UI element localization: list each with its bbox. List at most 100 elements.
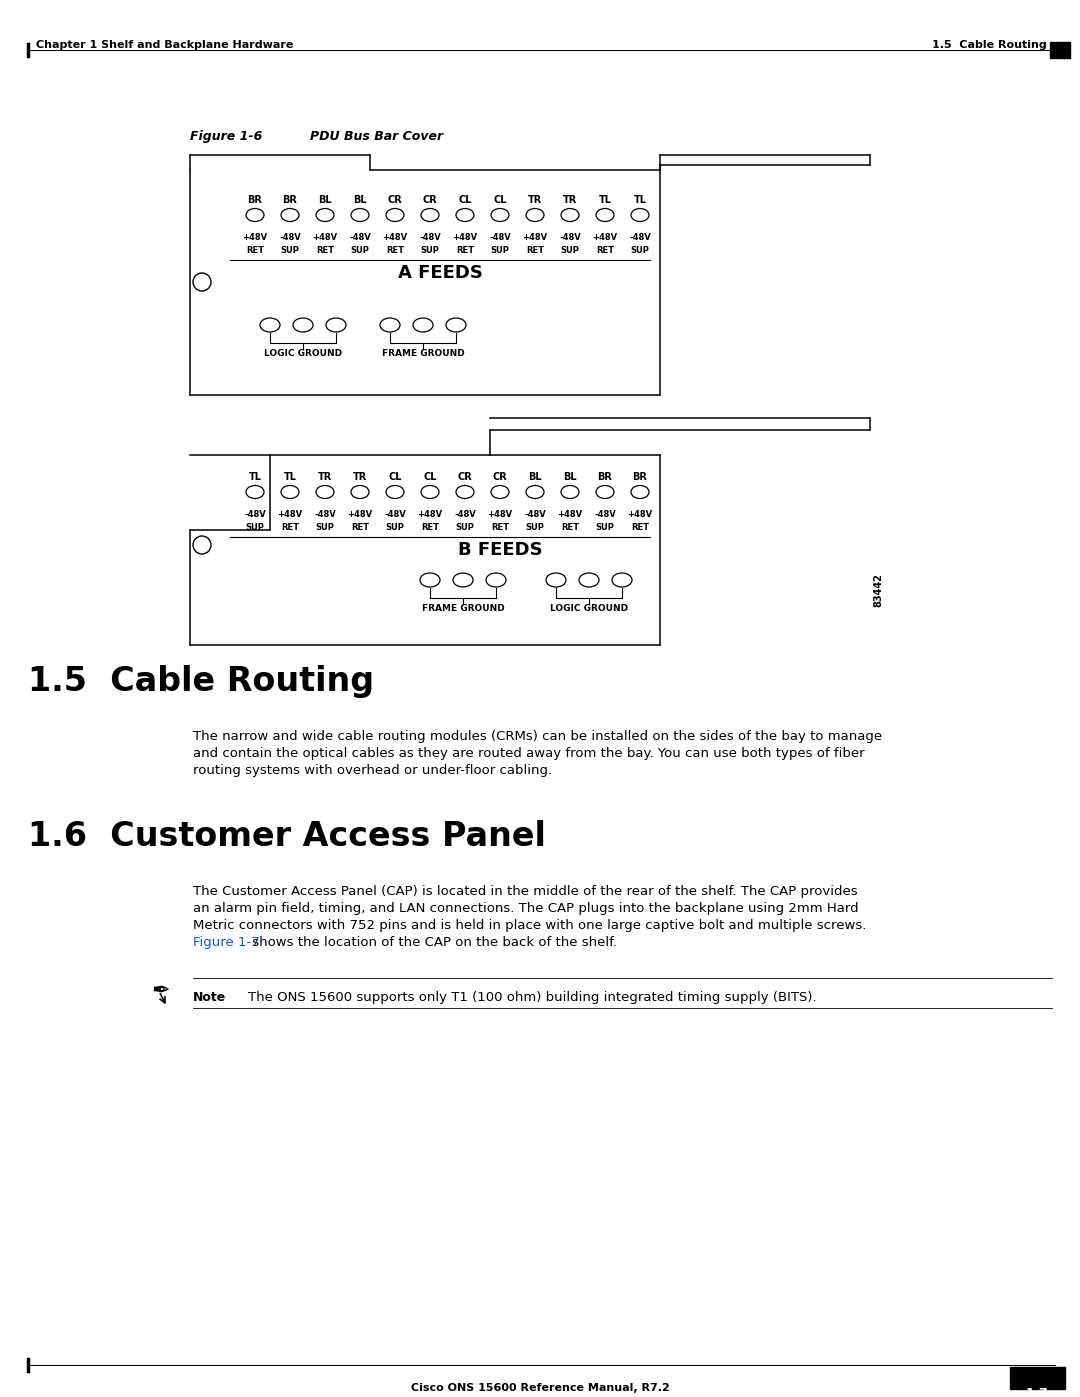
Text: shows the location of the CAP on the back of the shelf.: shows the location of the CAP on the bac… — [248, 936, 617, 949]
Text: The ONS 15600 supports only T1 (100 ohm) building integrated timing supply (BITS: The ONS 15600 supports only T1 (100 ohm)… — [248, 990, 816, 1004]
Text: -48V: -48V — [524, 510, 545, 520]
Text: -48V: -48V — [384, 510, 406, 520]
Text: PDU Bus Bar Cover: PDU Bus Bar Cover — [310, 130, 443, 142]
Text: +48V: +48V — [523, 233, 548, 242]
Text: A FEEDS: A FEEDS — [397, 264, 483, 282]
Text: and contain the optical cables as they are routed away from the bay. You can use: and contain the optical cables as they a… — [193, 747, 865, 760]
Text: SUP: SUP — [420, 246, 440, 256]
Text: BR: BR — [633, 472, 647, 482]
Text: B FEEDS: B FEEDS — [458, 541, 542, 559]
Text: -48V: -48V — [244, 510, 266, 520]
Text: SUP: SUP — [561, 246, 580, 256]
Text: SUP: SUP — [526, 522, 544, 532]
Text: Metric connectors with 752 pins and is held in place with one large captive bolt: Metric connectors with 752 pins and is h… — [193, 919, 866, 932]
Text: TL: TL — [248, 472, 261, 482]
Text: +48V: +48V — [312, 233, 338, 242]
Text: FRAME GROUND: FRAME GROUND — [421, 604, 504, 613]
Text: Figure 1-6: Figure 1-6 — [190, 130, 262, 142]
Text: BR: BR — [283, 196, 297, 205]
Text: -48V: -48V — [454, 510, 476, 520]
Text: Cisco ONS 15600 Reference Manual, R7.2: Cisco ONS 15600 Reference Manual, R7.2 — [410, 1383, 670, 1393]
Text: +48V: +48V — [557, 510, 582, 520]
Text: RET: RET — [596, 246, 615, 256]
Text: Figure 1-7: Figure 1-7 — [193, 936, 260, 949]
Text: SUP: SUP — [315, 522, 335, 532]
Text: -48V: -48V — [279, 233, 301, 242]
Text: RET: RET — [316, 246, 334, 256]
Text: RET: RET — [421, 522, 438, 532]
Text: +48V: +48V — [382, 233, 407, 242]
Text: SUP: SUP — [386, 522, 404, 532]
Text: The narrow and wide cable routing modules (CRMs) can be installed on the sides o: The narrow and wide cable routing module… — [193, 731, 882, 743]
Text: CR: CR — [422, 196, 437, 205]
Text: an alarm pin field, timing, and LAN connections. The CAP plugs into the backplan: an alarm pin field, timing, and LAN conn… — [193, 902, 859, 915]
Text: -48V: -48V — [594, 510, 616, 520]
Text: RET: RET — [561, 522, 579, 532]
Text: +48V: +48V — [242, 233, 268, 242]
Text: BL: BL — [528, 472, 542, 482]
Text: 1.5  Cable Routing: 1.5 Cable Routing — [932, 41, 1047, 50]
Bar — [1010, 1368, 1065, 1389]
Text: +48V: +48V — [453, 233, 477, 242]
Text: +48V: +48V — [627, 510, 652, 520]
Text: CR: CR — [492, 472, 508, 482]
Text: +48V: +48V — [278, 510, 302, 520]
Text: BL: BL — [563, 472, 577, 482]
Text: 1-7: 1-7 — [1026, 1387, 1049, 1397]
Text: 1.5  Cable Routing: 1.5 Cable Routing — [28, 665, 374, 698]
Text: SUP: SUP — [351, 246, 369, 256]
Text: routing systems with overhead or under-floor cabling.: routing systems with overhead or under-f… — [193, 764, 552, 777]
Text: The Customer Access Panel (CAP) is located in the middle of the rear of the shel: The Customer Access Panel (CAP) is locat… — [193, 886, 858, 898]
Text: SUP: SUP — [490, 246, 510, 256]
Text: TR: TR — [563, 196, 577, 205]
Text: LOGIC GROUND: LOGIC GROUND — [264, 349, 342, 358]
Text: SUP: SUP — [595, 522, 615, 532]
Text: CR: CR — [388, 196, 403, 205]
Text: -48V: -48V — [349, 233, 370, 242]
Text: -48V: -48V — [559, 233, 581, 242]
Text: RET: RET — [386, 246, 404, 256]
Text: TL: TL — [634, 196, 647, 205]
Text: TR: TR — [528, 196, 542, 205]
Text: CL: CL — [494, 196, 507, 205]
Text: RET: RET — [351, 522, 369, 532]
Text: TL: TL — [598, 196, 611, 205]
Text: BL: BL — [353, 196, 367, 205]
Text: +48V: +48V — [418, 510, 443, 520]
Text: BR: BR — [247, 196, 262, 205]
Text: +48V: +48V — [593, 233, 618, 242]
Text: BR: BR — [597, 472, 612, 482]
Text: CL: CL — [388, 472, 402, 482]
Text: Chapter 1 Shelf and Backplane Hardware: Chapter 1 Shelf and Backplane Hardware — [36, 41, 294, 50]
Text: SUP: SUP — [456, 522, 474, 532]
Text: 1.6  Customer Access Panel: 1.6 Customer Access Panel — [28, 820, 545, 854]
Text: ✒: ✒ — [152, 981, 171, 1002]
Text: SUP: SUP — [281, 246, 299, 256]
Text: -48V: -48V — [314, 510, 336, 520]
Text: SUP: SUP — [245, 522, 265, 532]
Text: -48V: -48V — [630, 233, 651, 242]
Text: +48V: +48V — [348, 510, 373, 520]
Text: TL: TL — [283, 472, 297, 482]
Text: RET: RET — [281, 522, 299, 532]
Text: CL: CL — [458, 196, 472, 205]
Text: BL: BL — [319, 196, 332, 205]
Text: 83442: 83442 — [873, 573, 883, 606]
Text: RET: RET — [526, 246, 544, 256]
Text: RET: RET — [456, 246, 474, 256]
Text: FRAME GROUND: FRAME GROUND — [381, 349, 464, 358]
Text: SUP: SUP — [631, 246, 649, 256]
Bar — [1050, 42, 1070, 59]
Text: RET: RET — [246, 246, 264, 256]
Text: LOGIC GROUND: LOGIC GROUND — [550, 604, 629, 613]
Text: CR: CR — [458, 472, 472, 482]
Text: Note: Note — [193, 990, 226, 1004]
Text: TR: TR — [318, 472, 333, 482]
Text: TR: TR — [353, 472, 367, 482]
Text: +48V: +48V — [487, 510, 513, 520]
Text: RET: RET — [491, 522, 509, 532]
Text: -48V: -48V — [419, 233, 441, 242]
Text: -48V: -48V — [489, 233, 511, 242]
Text: RET: RET — [631, 522, 649, 532]
Text: CL: CL — [423, 472, 436, 482]
